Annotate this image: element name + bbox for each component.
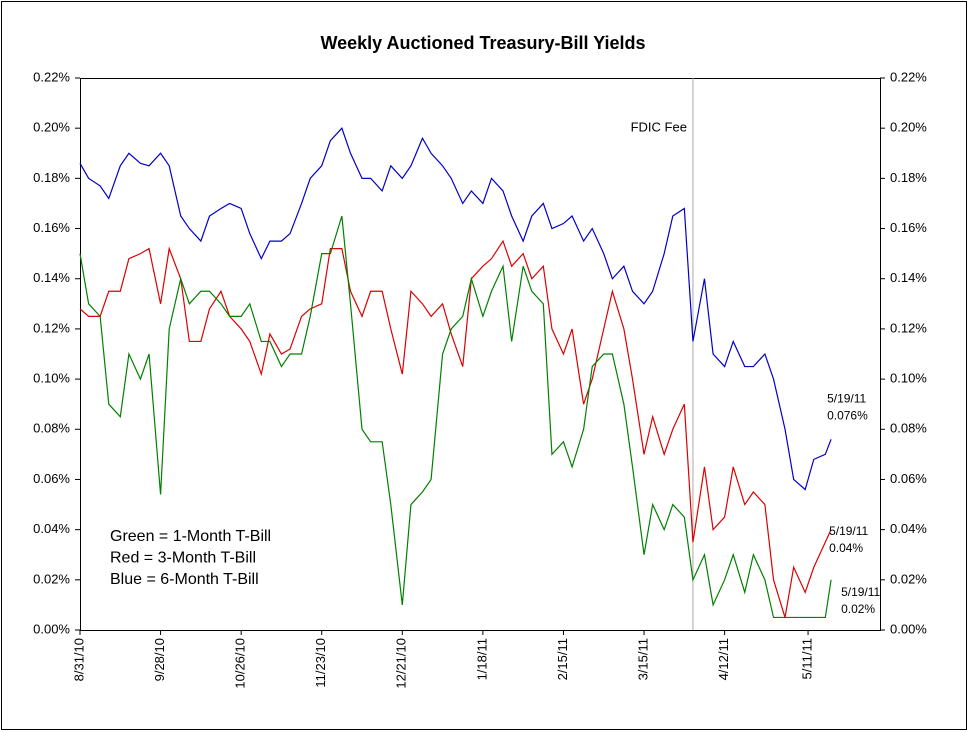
y2-tick-label: 0.18% [890,170,927,185]
y-tick-label: 0.20% [33,120,70,135]
y-tick-label: 0.08% [33,421,70,436]
y-tick-label: 0.14% [33,270,70,285]
end-label: 0.076% [827,408,868,422]
y2-tick-label: 0.00% [890,621,927,636]
chart-title: Weekly Auctioned Treasury-Bill Yields [320,33,645,53]
x-tick-label: 10/26/10 [233,638,248,689]
x-tick-label: 4/12/11 [716,638,731,680]
y2-tick-label: 0.04% [890,521,927,536]
y2-tick-label: 0.08% [890,421,927,436]
plot-area [80,78,881,631]
y2-tick-label: 0.16% [890,220,927,235]
y2-tick-label: 0.12% [890,320,927,335]
y-tick-label: 0.06% [33,471,70,486]
x-tick-label: 2/15/11 [555,638,570,680]
legend-entry: Green = 1-Month T-Bill [110,528,271,545]
y2-tick-label: 0.06% [890,471,927,486]
y-tick-label: 0.10% [33,371,70,386]
end-label: 5/19/11 [841,585,880,599]
y-tick-label: 0.16% [33,220,70,235]
legend-entry: Red = 3-Month T-Bill [110,550,256,567]
end-label: 5/19/11 [829,524,868,538]
y-tick-label: 0.18% [33,170,70,185]
y-tick-label: 0.12% [33,320,70,335]
x-tick-label: 1/18/11 [474,638,489,680]
y2-tick-label: 0.02% [890,571,927,586]
x-tick-label: 8/31/10 [71,638,86,681]
y-tick-label: 0.00% [33,621,70,636]
x-tick-label: 5/11/11 [799,638,814,679]
x-tick-label: 9/28/10 [152,638,167,681]
x-tick-label: 12/21/10 [394,638,409,689]
series-line [79,239,832,618]
end-label: 5/19/11 [827,391,866,405]
y-tick-label: 0.22% [33,69,70,84]
series-line [79,215,832,619]
y-tick-label: 0.04% [33,521,70,536]
x-tick-label: 11/23/10 [313,638,328,688]
y-tick-label: 0.02% [33,571,70,586]
y2-tick-label: 0.14% [890,270,927,285]
end-label: 0.04% [829,541,863,555]
end-label: 0.02% [841,602,875,616]
legend-entry: Blue = 6-Month T-Bill [110,571,259,588]
y2-tick-label: 0.10% [890,371,927,386]
y2-tick-label: 0.22% [890,69,927,84]
annotation-label: FDIC Fee [631,119,687,134]
y2-tick-label: 0.20% [890,120,927,135]
series-line [79,127,832,491]
x-tick-label: 3/15/11 [635,638,650,680]
